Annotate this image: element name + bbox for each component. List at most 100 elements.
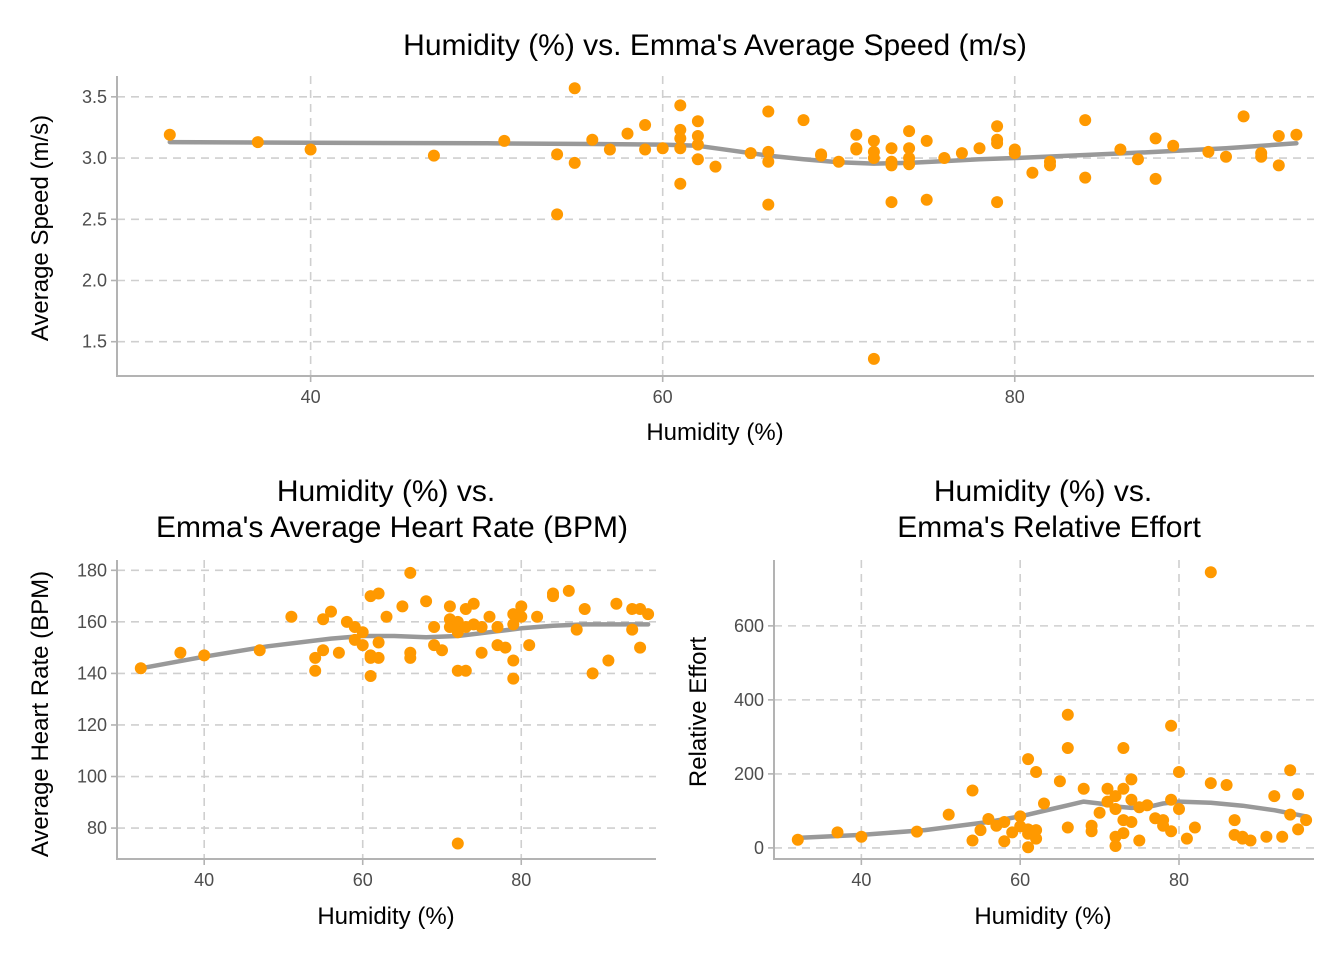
relative-effort-point	[1117, 827, 1130, 840]
relative-effort-point	[1244, 834, 1257, 847]
speed-point	[938, 152, 951, 164]
speed-point	[1149, 132, 1162, 145]
x-tick-label: 40	[851, 870, 871, 890]
heart-rate-x-axis-title: Humidity (%)	[317, 903, 454, 930]
y-tick-label: 160	[77, 612, 107, 632]
speed-point	[815, 149, 828, 162]
heart-rate-point	[515, 610, 528, 623]
heart-rate-panel: Humidity (%) vs. Emma's Average Heart Ra…	[27, 475, 656, 930]
y-tick-label: 2.5	[82, 209, 107, 229]
speed-panel: Humidity (%) vs. Emma's Average Speed (m…	[27, 29, 1314, 446]
relative-effort-point	[1117, 742, 1130, 754]
speed-point	[691, 138, 704, 151]
relative-effort-point	[1077, 782, 1090, 795]
speed-point	[973, 142, 986, 155]
speed-point	[674, 142, 687, 155]
heart-rate-point	[372, 651, 385, 664]
heart-rate-point	[364, 670, 377, 682]
relative-effort-points	[791, 566, 1313, 854]
heart-rate-point	[610, 597, 623, 610]
relative-effort-point	[1125, 816, 1138, 828]
relative-effort-point	[1284, 808, 1297, 821]
speed-point	[762, 155, 775, 168]
heart-rate-point	[475, 646, 488, 659]
relative-effort-point	[1117, 782, 1130, 795]
heart-rate-point	[253, 644, 266, 657]
heart-rate-point	[317, 613, 330, 626]
x-tick-label: 60	[653, 387, 673, 407]
heart-rate-point	[602, 654, 615, 667]
relative-effort-point	[1204, 777, 1217, 790]
speed-point	[639, 119, 652, 131]
speed-point	[991, 120, 1004, 133]
relative-effort-point	[910, 825, 923, 838]
speed-point	[885, 159, 898, 172]
speed-point	[850, 143, 863, 156]
x-tick-label: 60	[1010, 870, 1030, 890]
heart-rate-point	[531, 610, 544, 623]
y-tick-label: 80	[87, 818, 107, 838]
y-tick-label: 180	[77, 560, 107, 580]
relative-effort-point	[1061, 708, 1074, 721]
heart-rate-point	[396, 600, 409, 613]
relative-effort-point	[1085, 825, 1098, 838]
heart-rate-point	[380, 610, 393, 623]
heart-rate-point	[356, 626, 369, 639]
heart-rate-chart-title-line2: Emma's Average Heart Rate (BPM)	[156, 511, 628, 544]
y-tick-label: 600	[734, 616, 764, 636]
speed-point	[427, 149, 440, 162]
heart-rate-point	[570, 623, 583, 636]
relative-effort-point	[791, 833, 804, 846]
heart-rate-point	[420, 595, 433, 608]
heart-rate-point	[451, 837, 464, 850]
speed-point	[762, 105, 775, 118]
relative-effort-point	[1292, 823, 1305, 836]
heart-rate-point	[507, 618, 520, 631]
speed-point	[920, 193, 933, 206]
speed-point	[1149, 172, 1162, 185]
speed-point	[1220, 150, 1232, 163]
speed-point	[674, 99, 687, 112]
relative-effort-point	[942, 808, 955, 821]
speed-point	[674, 132, 687, 145]
speed-point	[1079, 171, 1092, 184]
relative-effort-panel: Humidity (%) vs. Emma's Relative Effort …	[685, 475, 1314, 930]
relative-effort-point	[1101, 782, 1114, 795]
relative-effort-point	[1030, 832, 1043, 845]
relative-effort-point	[855, 830, 868, 843]
speed-point	[163, 128, 176, 141]
speed-point	[1272, 130, 1285, 142]
speed-point	[621, 127, 634, 140]
relative-effort-point	[966, 784, 979, 797]
heart-rate-point	[562, 584, 575, 597]
relative-effort-point	[1061, 742, 1074, 754]
speed-point	[991, 137, 1004, 150]
speed-x-axis-title: Humidity (%)	[646, 419, 783, 446]
speed-point	[1272, 159, 1285, 172]
relative-effort-point	[1109, 840, 1122, 852]
y-tick-label: 140	[77, 663, 107, 683]
heart-rate-point	[325, 605, 337, 618]
heart-rate-point	[626, 623, 639, 636]
speed-point	[867, 134, 880, 147]
heart-rate-point	[332, 646, 345, 659]
x-tick-label: 60	[353, 870, 373, 890]
relative-effort-point	[1053, 775, 1066, 788]
heart-rate-point	[523, 639, 536, 652]
heart-rate-point	[317, 644, 330, 657]
heart-rate-point	[372, 636, 385, 649]
speed-point	[1167, 139, 1180, 152]
relative-effort-point	[974, 824, 987, 837]
speed-point	[551, 148, 564, 161]
speed-point	[991, 196, 1004, 209]
relative-effort-point	[1141, 799, 1154, 812]
relative-effort-point	[1292, 788, 1305, 801]
y-tick-label: 120	[77, 715, 107, 735]
relative-effort-point	[1173, 766, 1185, 778]
speed-point	[762, 145, 775, 158]
speed-point	[744, 147, 757, 160]
speed-point	[867, 352, 880, 365]
speed-point	[885, 196, 898, 209]
speed-point	[903, 142, 916, 155]
heart-rate-point	[467, 597, 480, 610]
